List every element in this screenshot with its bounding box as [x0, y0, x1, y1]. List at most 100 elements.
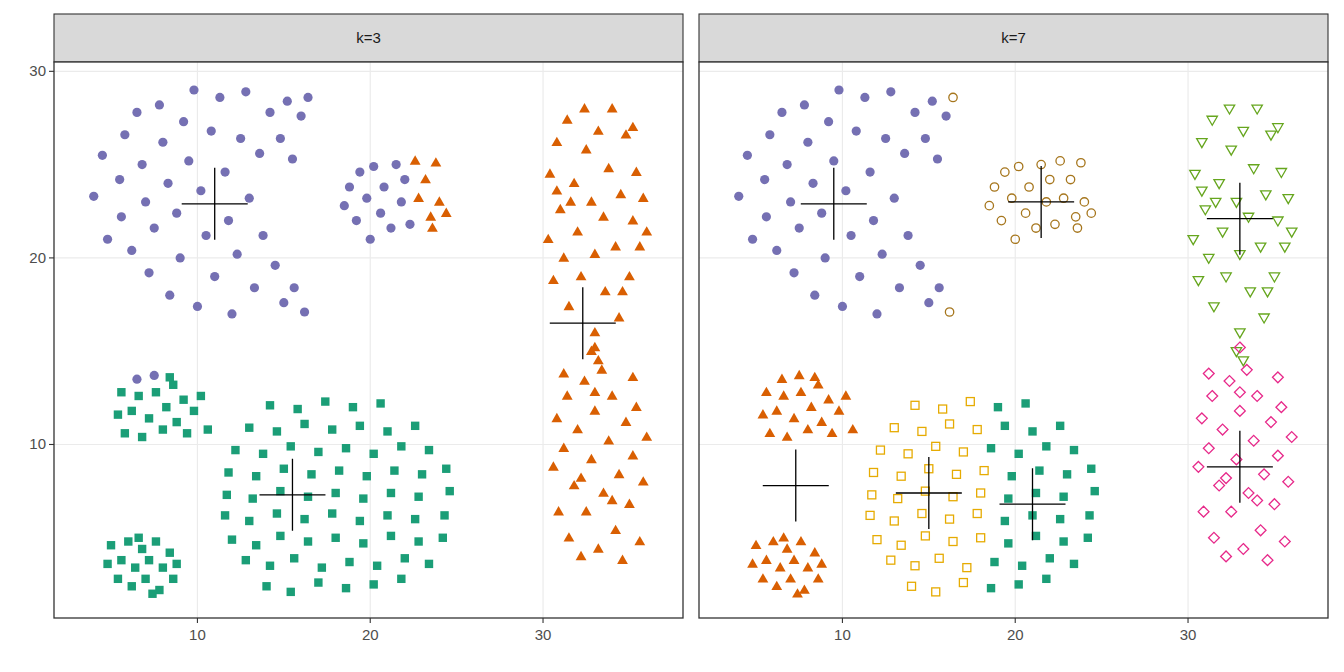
grid-line [699, 444, 1328, 445]
point [980, 467, 988, 475]
grid-line [54, 444, 683, 445]
point [771, 581, 782, 590]
point [911, 562, 919, 570]
point [401, 554, 409, 562]
centroid [1008, 166, 1074, 238]
point [190, 407, 198, 415]
series [987, 399, 1099, 592]
point [634, 241, 645, 250]
point [1008, 472, 1016, 480]
point [340, 201, 349, 210]
point [1286, 432, 1297, 443]
point [792, 588, 803, 597]
point [1273, 124, 1283, 133]
centroid [801, 168, 867, 240]
point [411, 515, 419, 523]
point [196, 186, 205, 195]
point [128, 582, 136, 590]
point [600, 286, 611, 295]
tick-label: 10 [29, 435, 46, 452]
point [114, 410, 122, 418]
point [1209, 532, 1220, 543]
point [1287, 228, 1297, 237]
point [159, 425, 167, 433]
point [369, 580, 377, 588]
series [410, 103, 652, 564]
point [813, 573, 824, 582]
point [1070, 560, 1078, 568]
point [117, 212, 126, 221]
point [242, 556, 250, 564]
point [903, 231, 912, 240]
point [1269, 273, 1279, 282]
point [1283, 195, 1293, 204]
panel-title: k=7 [1001, 29, 1026, 46]
point [1272, 372, 1283, 383]
point [1197, 187, 1207, 196]
point [252, 541, 260, 549]
point [610, 241, 621, 250]
point [1276, 402, 1287, 413]
point [946, 515, 954, 523]
point [994, 403, 1002, 411]
point [627, 215, 638, 224]
point [778, 532, 789, 541]
point [1197, 139, 1207, 148]
point [866, 511, 874, 519]
point [747, 558, 758, 567]
point [414, 537, 422, 545]
point [1046, 175, 1054, 183]
point [1248, 165, 1258, 174]
point [868, 491, 876, 499]
point [802, 562, 813, 571]
point [1001, 422, 1009, 430]
point [631, 166, 642, 175]
point [551, 185, 562, 194]
point [276, 532, 284, 540]
point [265, 108, 274, 117]
point [795, 223, 804, 232]
point [855, 272, 864, 281]
point [778, 390, 789, 399]
point [598, 487, 609, 496]
point [120, 130, 129, 139]
panel-frame [54, 62, 683, 618]
point [589, 342, 600, 351]
point [897, 541, 905, 549]
point [748, 235, 757, 244]
point [1046, 554, 1054, 562]
point [921, 532, 929, 540]
point [810, 291, 819, 300]
grid-line [197, 62, 198, 618]
point [321, 397, 329, 405]
point [241, 87, 250, 96]
point [847, 424, 858, 433]
point [607, 390, 618, 399]
centroid [1207, 183, 1273, 255]
point [152, 537, 160, 545]
point [959, 448, 967, 456]
panel: k=3102030102030 [29, 14, 683, 643]
tick-mark [197, 618, 198, 623]
point [579, 375, 590, 384]
point [184, 156, 193, 165]
point [288, 154, 297, 163]
point [141, 197, 150, 206]
tick-label: 30 [535, 626, 552, 643]
point [548, 461, 559, 470]
panel: k=7102030 [699, 14, 1328, 643]
point [840, 390, 851, 399]
point [634, 536, 645, 545]
point [987, 444, 995, 452]
point [245, 423, 253, 431]
point [249, 494, 257, 502]
point [1085, 511, 1093, 519]
point [553, 506, 564, 515]
point [576, 271, 587, 280]
point [197, 392, 205, 400]
point [900, 149, 909, 158]
point [945, 308, 953, 316]
point [777, 374, 788, 383]
point [1207, 391, 1218, 402]
point [973, 426, 981, 434]
